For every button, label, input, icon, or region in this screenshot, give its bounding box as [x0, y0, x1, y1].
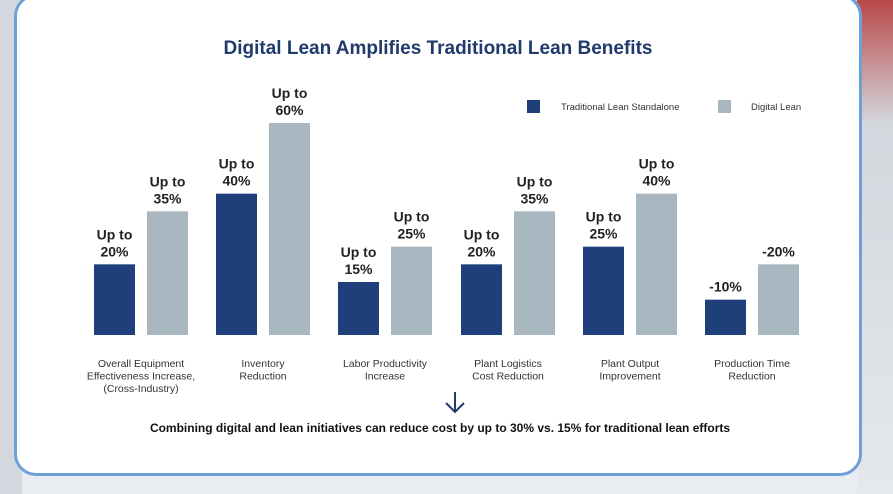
data-label-traditional-3-1: 20%: [467, 243, 496, 259]
data-label-traditional-4-0: Up to: [586, 209, 622, 225]
data-label-digital-2-0: Up to: [394, 209, 430, 225]
legend-swatch-digital: [718, 100, 731, 113]
bar-digital-5: [758, 264, 799, 335]
arrow-down-icon: [445, 392, 465, 414]
data-label-traditional-1-1: 40%: [222, 173, 251, 189]
bar-digital-4: [636, 193, 677, 335]
category-label-0-0: Overall Equipment: [98, 358, 184, 370]
data-label-digital-3-1: 35%: [520, 190, 549, 206]
footnote: Combining digital and lean initiatives c…: [150, 421, 730, 435]
bar-traditional-0: [94, 264, 135, 335]
data-label-traditional-1-0: Up to: [219, 156, 255, 172]
data-label-traditional-2-0: Up to: [341, 244, 377, 260]
bar-traditional-3: [461, 264, 502, 335]
category-label-1-0: Inventory: [241, 358, 285, 370]
data-label-traditional-0-1: 20%: [100, 243, 129, 259]
category-label-5-0: Production Time: [714, 358, 790, 370]
bar-traditional-5: [705, 299, 746, 335]
data-label-traditional-4-1: 25%: [589, 226, 618, 242]
bar-traditional-1: [216, 193, 257, 335]
data-label-digital-1-0: Up to: [272, 85, 308, 101]
bar-digital-1: [269, 123, 310, 335]
data-label-traditional-0-0: Up to: [97, 226, 133, 242]
bar-traditional-2: [338, 282, 379, 335]
chart-card: [14, 0, 862, 476]
category-label-0-2: (Cross-Industry): [103, 383, 178, 395]
data-label-traditional-3-0: Up to: [464, 226, 500, 242]
category-label-0-1: Effectiveness Increase,: [87, 371, 195, 383]
data-label-digital-0-0: Up to: [150, 173, 186, 189]
bar-digital-0: [147, 211, 188, 335]
data-label-digital-4-0: Up to: [639, 156, 675, 172]
category-label-4-0: Plant Output: [601, 358, 659, 370]
legend-label-digital: Digital Lean: [751, 102, 801, 113]
category-label-2-0: Labor Productivity: [343, 358, 428, 370]
chart-title: Digital Lean Amplifies Traditional Lean …: [224, 38, 653, 59]
legend-label-traditional: Traditional Lean Standalone: [561, 102, 680, 113]
data-label-digital-0-1: 35%: [153, 190, 182, 206]
data-label-traditional-2-1: 15%: [344, 261, 373, 277]
legend: Traditional Lean Standalone Digital Lean: [527, 100, 801, 113]
category-label-3-0: Plant Logistics: [474, 358, 542, 370]
category-label-5-1: Reduction: [728, 371, 775, 383]
bar-traditional-4: [583, 246, 624, 335]
data-label-digital-2-1: 25%: [397, 226, 426, 242]
bar-digital-2: [391, 246, 432, 335]
category-label-1-1: Reduction: [239, 371, 286, 383]
bar-digital-3: [514, 211, 555, 335]
data-label-digital-4-1: 40%: [642, 173, 671, 189]
data-label-digital-1-1: 60%: [275, 102, 304, 118]
data-label-traditional-5-0: -10%: [709, 279, 742, 295]
data-label-digital-5-0: -20%: [762, 243, 795, 259]
category-label-2-1: Increase: [365, 371, 405, 383]
category-label-3-1: Cost Reduction: [472, 371, 544, 383]
category-label-4-1: Improvement: [599, 371, 660, 383]
legend-swatch-traditional: [527, 100, 540, 113]
data-label-digital-3-0: Up to: [517, 173, 553, 189]
background-right-edge: [857, 0, 893, 494]
